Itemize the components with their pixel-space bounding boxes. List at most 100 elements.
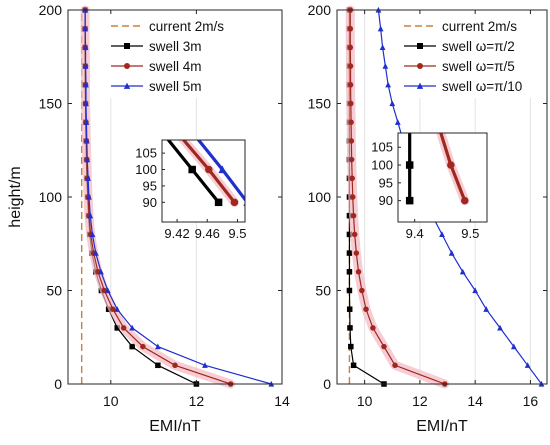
inset-x-tick-label: 9.42 xyxy=(164,226,189,241)
data-point xyxy=(82,25,89,32)
data-point xyxy=(348,156,355,163)
data-point xyxy=(377,25,384,32)
panel-1: 10 12 14 0 50 100 150 200 EMI/nT height/m current … xyxy=(7,2,290,435)
data-point xyxy=(87,212,94,219)
x-tick-label: 10 xyxy=(103,393,119,409)
legend-marker xyxy=(123,82,131,89)
inset-data-point xyxy=(461,196,469,205)
data-point xyxy=(346,306,353,312)
data-point xyxy=(385,81,392,88)
data-point xyxy=(120,325,127,331)
inset-data-point xyxy=(179,140,183,141)
data-point xyxy=(346,250,353,256)
legend-box xyxy=(400,14,544,98)
inset-data-point xyxy=(447,161,455,169)
y-tick-label: 200 xyxy=(308,2,332,18)
inset-data-point xyxy=(230,198,239,207)
inset-series-group xyxy=(405,133,470,206)
y-tick-label: 100 xyxy=(308,189,332,205)
inset-data-point xyxy=(162,140,170,141)
data-point xyxy=(355,269,362,275)
data-point xyxy=(483,306,490,312)
inset-data-point xyxy=(218,165,227,174)
legend-label: swell ω=π/10 xyxy=(442,79,522,94)
data-point xyxy=(140,343,146,350)
data-point xyxy=(347,44,354,51)
legend-label: current 2m/s xyxy=(149,19,224,34)
inset-x-tick-label: 9.5 xyxy=(228,226,246,241)
panel-2: 10 12 14 16 0 50 100 150 200 EMI/nT current 2m/s sw… xyxy=(308,2,548,435)
inset-y-tick-label: 100 xyxy=(135,162,157,177)
inset-y-tick-label: 90 xyxy=(143,195,157,210)
data-point xyxy=(363,306,369,312)
data-point xyxy=(459,268,466,275)
data-point xyxy=(346,287,353,294)
data-point xyxy=(89,231,96,238)
y-axis-label: height/m xyxy=(7,166,24,227)
data-point xyxy=(98,268,104,275)
data-point xyxy=(172,362,178,369)
data-point xyxy=(347,25,354,32)
x-tick-label: 12 xyxy=(412,393,428,409)
data-point xyxy=(347,82,354,88)
y-tick-label: 100 xyxy=(39,189,63,205)
legend-marker xyxy=(124,63,130,69)
legend-label: swell ω=π/5 xyxy=(442,59,515,74)
legend-label: swell 4m xyxy=(149,59,202,74)
y-tick-label: 0 xyxy=(54,376,62,392)
data-point xyxy=(353,250,360,256)
data-point xyxy=(346,269,353,275)
legend-marker xyxy=(417,63,423,69)
legend-label: swell 3m xyxy=(149,39,202,54)
legend-marker xyxy=(124,43,130,49)
data-point xyxy=(114,325,120,331)
data-point xyxy=(104,287,111,294)
data-point xyxy=(129,343,135,350)
data-point xyxy=(350,212,357,219)
inset-y-tick-label: 95 xyxy=(379,175,393,190)
data-point xyxy=(348,100,354,107)
y-tick-label: 0 xyxy=(323,376,331,392)
legend-marker xyxy=(416,82,424,89)
data-point xyxy=(350,362,357,369)
data-point xyxy=(351,231,358,238)
inset-axes-box xyxy=(397,132,488,223)
data-point xyxy=(92,249,99,256)
inset-x-tick-label: 9.46 xyxy=(195,226,220,241)
inset-plot: 9.4 9.5 90 95 100 105 xyxy=(371,132,488,241)
y-tick-label: 150 xyxy=(39,96,63,112)
data-point xyxy=(348,138,355,144)
data-point xyxy=(347,63,354,69)
inset-data-point xyxy=(405,196,414,205)
legend-label: swell 5m xyxy=(149,79,202,94)
inset-y-tick-label: 105 xyxy=(135,146,157,161)
y-tick-label: 50 xyxy=(315,283,331,299)
inset-data-point xyxy=(405,133,414,134)
data-point xyxy=(129,324,136,331)
inset-series-group xyxy=(162,140,245,207)
y-tick-label: 150 xyxy=(308,96,332,112)
data-point xyxy=(510,343,517,350)
inset-data-point xyxy=(405,161,414,169)
data-point xyxy=(114,306,121,312)
data-point xyxy=(348,119,354,125)
data-point xyxy=(382,62,389,69)
data-point xyxy=(439,231,445,238)
data-point xyxy=(202,362,208,368)
data-point xyxy=(497,324,503,331)
data-point xyxy=(394,119,401,125)
x-tick-label: 14 xyxy=(274,393,290,409)
data-point xyxy=(110,306,116,312)
inset-x-tick-label: 9.5 xyxy=(461,226,479,241)
data-point xyxy=(85,175,92,181)
data-point xyxy=(472,287,479,294)
inset-axes-box xyxy=(161,139,246,223)
x-tick-label: 10 xyxy=(357,393,373,409)
data-point xyxy=(359,287,365,294)
series-4 xyxy=(82,6,275,387)
x-tick-label: 16 xyxy=(523,393,539,409)
data-point xyxy=(83,100,89,107)
data-point xyxy=(370,325,376,331)
data-point xyxy=(82,62,89,69)
